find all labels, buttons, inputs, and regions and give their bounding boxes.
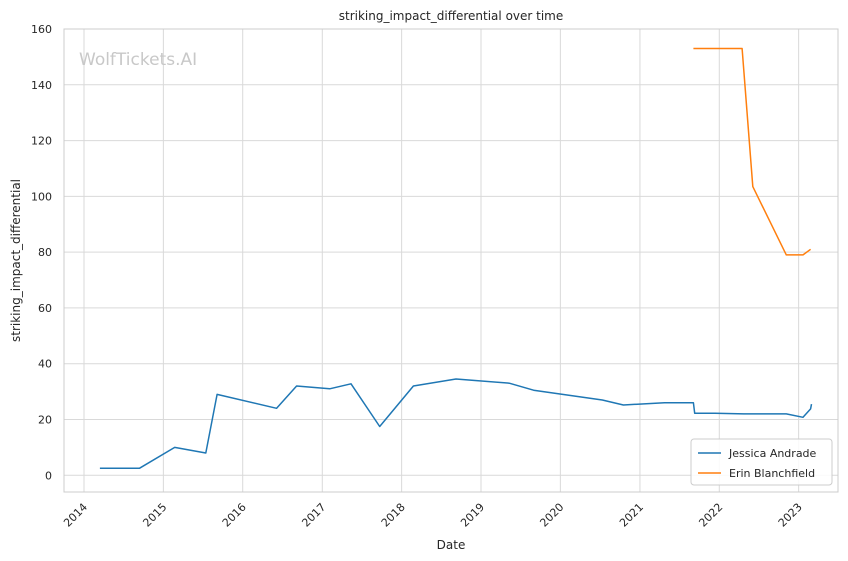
x-tick-label: 2017 [299, 501, 328, 530]
legend-box [690, 438, 833, 486]
watermark: WolfTickets.AI [79, 50, 197, 70]
x-tick-label: 2020 [537, 501, 566, 530]
x-tick-label: 2018 [379, 501, 408, 530]
chart-title: striking_impact_differential over time [339, 9, 564, 23]
series-line-0 [99, 378, 813, 470]
y-tick-label: 80 [38, 246, 52, 259]
x-tick-labels: 2014 2015 2016 2017 2018 2019 2020 2021 2022 2023 [61, 501, 805, 530]
y-tick-label: 140 [31, 79, 52, 92]
y-tick-label: 100 [31, 190, 52, 203]
x-tick-label: 2015 [140, 501, 169, 530]
x-tick-label: 2022 [696, 501, 725, 530]
y-tick-labels: 0 20 40 60 80 100 120 140 160 [31, 23, 52, 482]
x-tick-label: 2014 [61, 501, 90, 530]
y-axis-label: striking_impact_differential [9, 179, 23, 342]
series-line-1 [693, 47, 812, 256]
y-tick-label: 0 [45, 469, 52, 482]
x-tick-label: 2019 [458, 501, 487, 530]
legend: Jessica Andrade Erin Blanchfield [690, 438, 833, 486]
x-axis-label: Date [437, 538, 466, 552]
y-tick-label: 60 [38, 302, 52, 315]
y-tick-label: 40 [38, 358, 52, 371]
legend-label-0: Jessica Andrade [728, 447, 817, 460]
y-tick-label: 120 [31, 135, 52, 148]
series-lines [99, 47, 813, 470]
legend-label-1: Erin Blanchfield [729, 467, 815, 480]
plot-frame [63, 28, 839, 493]
x-tick-label: 2016 [220, 501, 249, 530]
grid-lines [64, 28, 838, 492]
y-tick-label: 160 [31, 23, 52, 36]
x-tick-label: 2023 [776, 501, 805, 530]
y-tick-label: 20 [38, 413, 52, 426]
x-tick-label: 2021 [617, 501, 646, 530]
